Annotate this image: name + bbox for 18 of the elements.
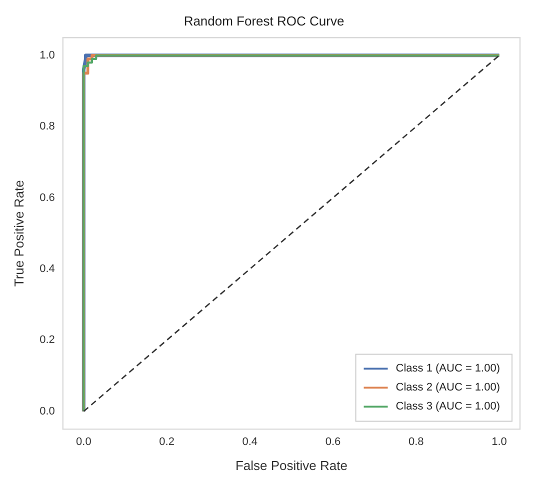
x-axis-title: False Positive Rate: [235, 458, 348, 473]
y-tick-label: 1.0: [40, 49, 55, 62]
x-tick-label: 0.4: [242, 436, 258, 448]
y-tick-label: 0.6: [40, 192, 55, 204]
legend-label: Class 3 (AUC = 1.00): [396, 400, 500, 413]
x-tick-label: 0.8: [408, 436, 424, 448]
x-tick-label: 0.0: [76, 436, 92, 448]
x-tick-label: 0.2: [159, 436, 174, 448]
y-tick-label: 0.8: [40, 120, 55, 133]
x-tick-label: 1.0: [492, 436, 507, 448]
x-tick-label: 0.6: [325, 436, 341, 448]
y-tick-label: 0.2: [40, 334, 55, 346]
y-tick-label: 0.4: [40, 263, 55, 276]
chart-title: Random Forest ROC Curve: [184, 13, 344, 28]
y-axis-title: True Positive Rate: [11, 180, 26, 287]
y-tick-label: 0.0: [40, 405, 55, 418]
legend-label: Class 1 (AUC = 1.00): [396, 362, 500, 375]
legend-label: Class 2 (AUC = 1.00): [396, 382, 500, 394]
